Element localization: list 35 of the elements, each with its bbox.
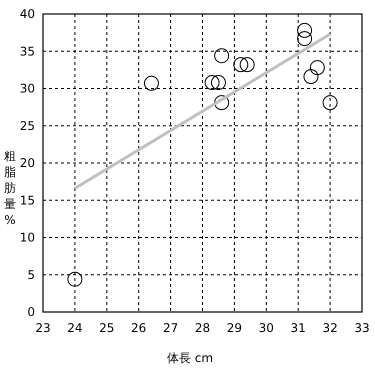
x-tick-label: 24 xyxy=(67,321,83,335)
x-tick-label: 32 xyxy=(322,321,338,335)
y-tick-label: 40 xyxy=(20,7,35,21)
point xyxy=(144,76,159,91)
x-axis-title: 体長 cm xyxy=(166,351,214,365)
point xyxy=(322,95,338,110)
y-tick-label: 20 xyxy=(20,156,35,170)
y-tick-label: 35 xyxy=(20,44,35,58)
point xyxy=(303,69,318,84)
x-tick-label: 33 xyxy=(354,321,370,335)
point xyxy=(210,75,226,90)
x-tick-label: 23 xyxy=(35,321,51,335)
y-axis-title: 粗脂肪量% xyxy=(4,149,16,227)
point xyxy=(240,57,255,72)
point xyxy=(310,60,325,76)
point xyxy=(297,31,312,46)
y-tick-label: 15 xyxy=(20,193,35,208)
point xyxy=(214,48,230,64)
x-tick-label: 31 xyxy=(290,321,306,335)
x-tick-label: 29 xyxy=(226,321,242,335)
y-tick-label: 5 xyxy=(27,268,35,282)
point xyxy=(297,22,312,38)
y-tick-label: 0 xyxy=(27,305,35,319)
y-tick-label: 10 xyxy=(20,230,35,244)
y-tick-label: 30 xyxy=(20,82,35,96)
x-tick-label: 26 xyxy=(131,321,146,335)
point xyxy=(214,95,230,110)
x-tick-label: 25 xyxy=(99,321,114,335)
point xyxy=(204,75,220,90)
point xyxy=(233,57,248,72)
x-tick-label: 30 xyxy=(258,321,274,335)
x-tick-label: 27 xyxy=(162,321,178,335)
point xyxy=(67,272,82,287)
x-tick-label: 28 xyxy=(194,321,210,335)
y-tick-label: 25 xyxy=(20,118,35,133)
